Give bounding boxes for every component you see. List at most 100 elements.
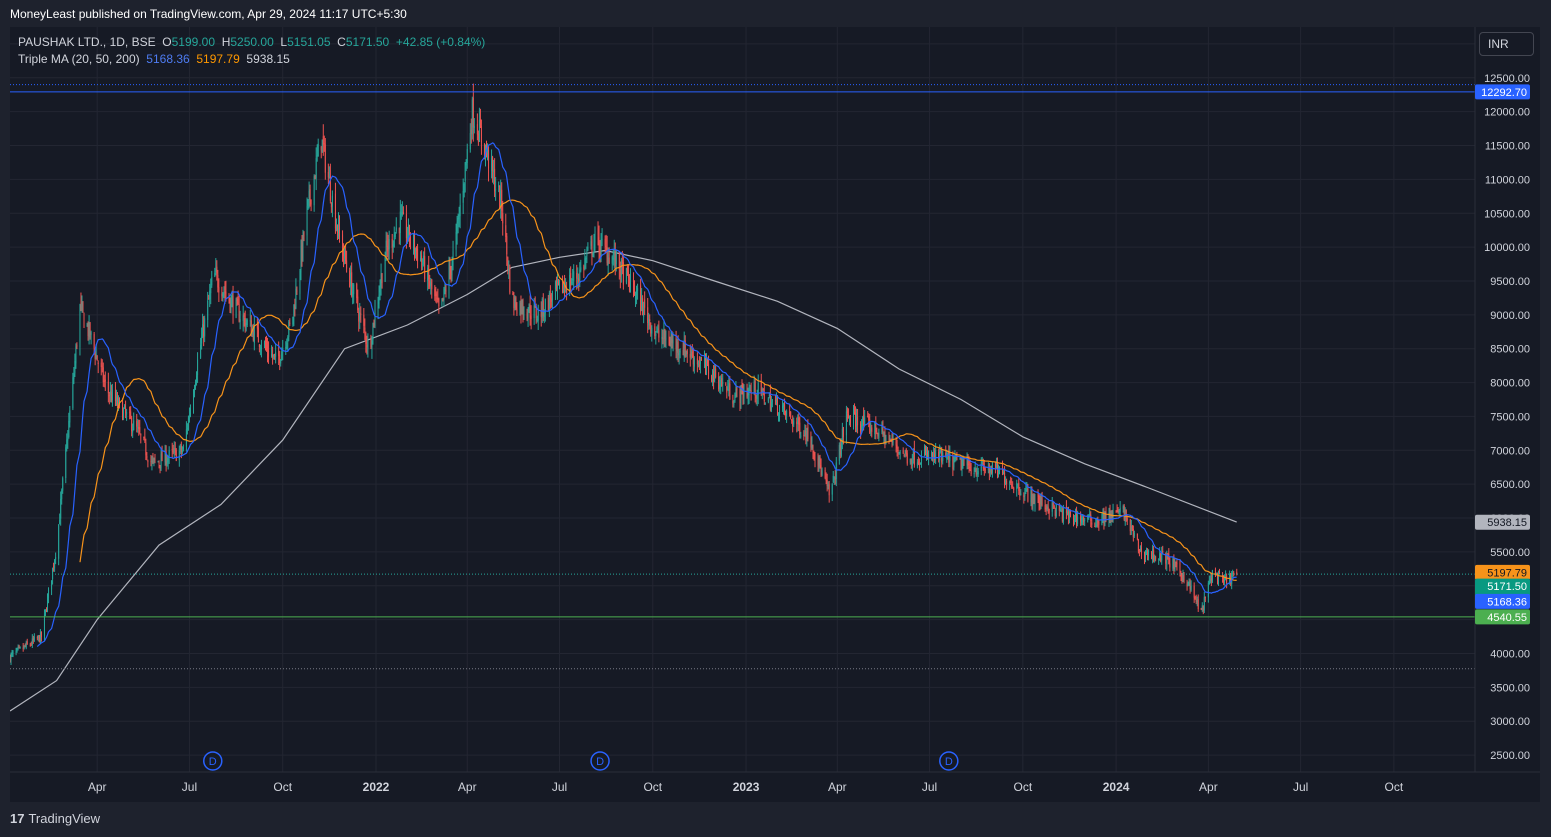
candle [55,552,57,565]
candle-body [1133,533,1135,537]
candle-body [1194,597,1196,600]
candle [728,375,730,397]
ma-title[interactable]: Triple MA (20, 50, 200) [18,52,140,66]
candle-body [874,421,876,435]
candle-body [144,436,146,441]
candle-body [842,427,844,438]
candle-body [1077,516,1079,524]
candle-body [43,614,45,636]
candle-body [124,405,126,408]
candle [820,458,822,477]
candle-body [427,267,429,281]
axis-badge-text: 5938.15 [1487,517,1527,529]
candle [1182,569,1184,583]
candle [506,232,508,266]
candle-body [650,322,652,334]
candle [1236,568,1238,576]
candle-body [478,120,480,142]
candle-body [671,338,673,344]
candle [1139,545,1141,553]
candle-body [320,146,322,151]
candle [514,295,516,311]
candle-body [67,438,69,441]
candle [878,428,880,442]
candle [76,342,78,350]
tradingview-brand[interactable]: 17 TradingView [10,811,100,826]
candle-body [1155,557,1157,559]
candle [831,483,833,502]
candle-body [402,212,404,215]
candle [295,278,297,310]
currency-button[interactable]: INR [1479,32,1534,56]
candle [813,450,815,461]
low-label: L [280,35,288,49]
candle [696,352,698,373]
candle-body [309,189,311,200]
chart-area[interactable]: DDD2500.003000.003500.004000.004500.0050… [10,27,1540,802]
candle-body [875,421,877,433]
candle-body [1048,508,1050,514]
candle [516,302,518,316]
candle [967,454,969,470]
candle [650,322,652,337]
candle [182,444,184,452]
candle [861,419,863,434]
candle-body [634,288,636,296]
candle [711,374,713,383]
candle [714,364,716,383]
candle [923,444,925,457]
candle [1095,518,1097,528]
candle-body [1174,561,1176,570]
candle-body [664,328,666,341]
candle-body [594,230,596,243]
axis-badge-text: 5171.50 [1487,581,1527,593]
candle-body [1187,585,1189,587]
candle-body [330,202,332,208]
candle [905,447,907,457]
symbol-title[interactable]: PAUSHAK LTD., 1D, BSE [18,35,156,49]
candle [167,455,169,470]
candle-body [194,388,196,393]
candle-body [1053,506,1055,509]
candle [1186,579,1188,591]
candle [374,299,376,329]
candle-body [456,221,458,235]
candle-body [351,272,353,297]
candle-body [17,647,19,649]
candle-body [158,461,160,464]
candle-body [1016,483,1018,489]
candle [1091,517,1093,529]
candle-body [528,303,530,312]
candle [857,408,859,434]
candle-body [926,452,928,456]
candle-body [150,460,152,463]
candle [320,146,322,159]
candle [862,415,864,431]
candle-body [1087,516,1089,519]
candle-body [819,457,821,467]
candle-body [12,651,14,654]
candle [1115,510,1117,513]
candle-body [1151,551,1153,559]
candle [299,268,301,300]
candle-body [244,317,246,329]
price-chart[interactable]: DDD2500.003000.003500.004000.004500.0050… [10,27,1540,802]
candle [138,419,140,436]
candle [676,338,678,361]
candle-body [180,445,182,452]
candle-body [706,359,708,368]
candle-body [570,273,572,286]
candle-body [58,524,60,559]
candle-body [1101,518,1103,525]
candle [554,280,556,300]
candle-body [168,450,170,457]
candle [1089,508,1091,517]
candle-body [434,288,436,297]
candle-body [1081,517,1083,524]
candle [629,268,631,293]
candle [1179,559,1181,577]
candle-body [904,450,906,454]
candle [580,259,582,273]
candle [373,319,375,328]
candle [774,394,776,405]
